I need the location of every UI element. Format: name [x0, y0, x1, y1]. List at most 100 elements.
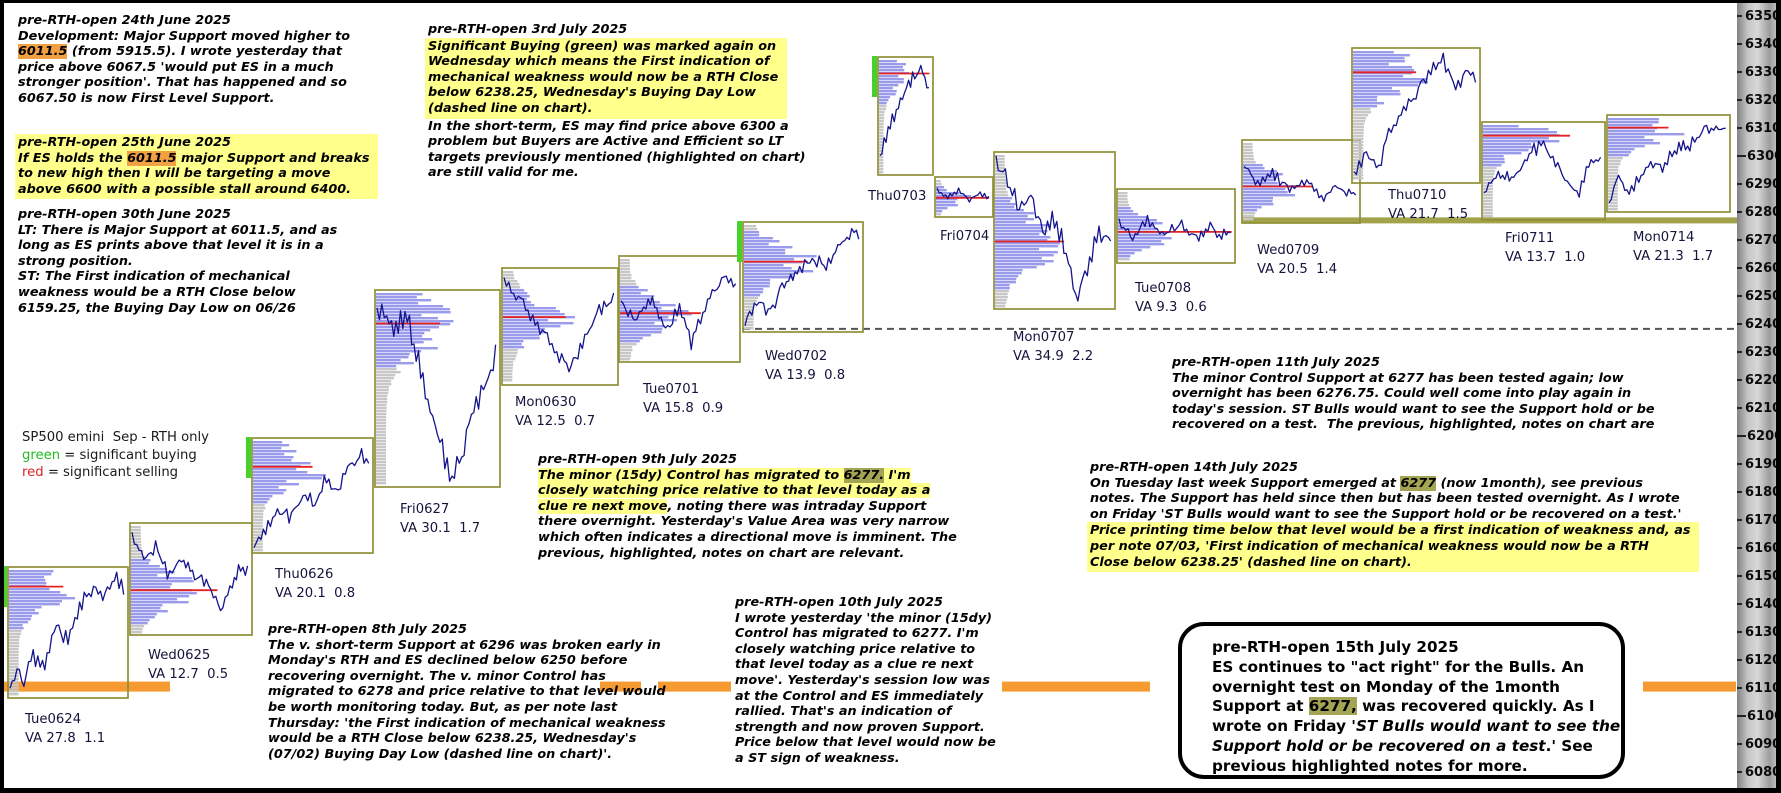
- note-line: pre-RTH-open 15th July 2025: [1212, 638, 1621, 658]
- note-line: If ES holds the 6011.5 major Support and…: [18, 150, 369, 167]
- day-label-Mon0630: Mon0630 VA 12.5 0.7: [515, 393, 595, 431]
- note-line: above 6600 with a possible stall around …: [18, 182, 369, 198]
- day-name: Mon0714: [1633, 230, 1695, 245]
- note-line: 6067.50 is now First Level Support.: [18, 91, 350, 107]
- orange-target-band: [1643, 681, 1736, 692]
- day-name: Thu0703: [868, 189, 927, 204]
- day-box-outline: [374, 289, 501, 488]
- axis-tick-6280: 6280: [1737, 203, 1781, 221]
- note-text: The v. short-term Support at 6296 was br…: [268, 637, 661, 653]
- significant-buying-marker: [737, 221, 742, 262]
- day-profile-Fri0627: [374, 289, 501, 488]
- note-text: strong position.: [18, 253, 133, 269]
- tick-label: 6190: [1745, 456, 1781, 472]
- tick-mark: [1737, 519, 1742, 521]
- day-box-outline: [1481, 121, 1606, 221]
- note-line: Close below 6238.25' (dashed line on cha…: [1090, 555, 1690, 571]
- axis-tick-6170: 6170: [1737, 511, 1781, 529]
- note-text: ST Bulls would want to see the: [1355, 717, 1621, 736]
- tick-label: 6100: [1747, 708, 1781, 724]
- note-line: Price below that level would now be: [735, 735, 996, 751]
- note-line: I wrote yesterday 'the minor (15dy): [735, 611, 996, 627]
- day-label-Mon0714: Mon0714 VA 21.3 1.7: [1633, 228, 1713, 266]
- tick-label: 6220: [1745, 372, 1781, 388]
- tick-label: 6320: [1745, 92, 1781, 108]
- note-text: pre-RTH-open 9th July 2025: [538, 452, 737, 467]
- note-line: Significant Buying (green) was marked ag…: [428, 39, 778, 55]
- note-text: On Tuesday last week Support emerged at: [1090, 475, 1401, 491]
- tick-mark: [1737, 743, 1742, 745]
- note-text: at the Control and ES immediately: [735, 688, 984, 704]
- note-text: (07/02) Buying Day Low (dashed line on c…: [268, 746, 613, 762]
- day-box-outline: [7, 566, 129, 699]
- note-line: per note 07/03, 'First indication of mec…: [1090, 539, 1690, 555]
- note-text: are still valid for me.: [428, 165, 579, 181]
- note-text: overnight has been 6276.75. Could well c…: [1172, 386, 1632, 402]
- note-11th-july: pre-RTH-open 11th July 2025 The minor Con…: [1172, 355, 1655, 433]
- note-line: stronger position'. That has happened an…: [18, 75, 350, 91]
- day-name: Mon0630: [515, 395, 577, 410]
- orange-target-band: [1002, 681, 1150, 692]
- day-profile-Thu0703: [872, 56, 934, 176]
- day-profile-Thu0626: [246, 437, 374, 554]
- tick-mark: [1737, 267, 1742, 269]
- note-line: SP500 emini Sep - RTH only: [22, 429, 209, 447]
- day-name: Mon0707: [1013, 330, 1075, 345]
- day-profile-Wed0709: [1241, 139, 1361, 224]
- note-text: , noting there was intraday Support: [667, 498, 927, 514]
- axis-tick-6200: 6200: [1737, 427, 1781, 445]
- tick-mark: [1737, 127, 1742, 129]
- note-line: red = significant selling: [22, 464, 209, 482]
- day-box-outline: [1606, 114, 1731, 213]
- note-text: previous, highlighted, notes on chart ar…: [538, 545, 905, 561]
- day-name: Wed0625: [148, 648, 211, 663]
- note-text: per note 07/03, 'First indication of mec…: [1090, 538, 1649, 554]
- note-text: migrated to 6278 and price relative to t…: [268, 684, 666, 700]
- axis-tick-6340: 6340: [1737, 35, 1781, 53]
- note-text: strength and now proven Support.: [735, 719, 985, 735]
- day-box-outline: [251, 437, 374, 554]
- note-text: pre-RTH-open 30th June 2025: [18, 207, 231, 222]
- note-text: notes. The Support has held since then b…: [1090, 491, 1680, 507]
- price-path: [1608, 124, 1726, 204]
- note-text: 6277.: [843, 467, 885, 483]
- note-line: The minor Control Support at 6277 has be…: [1172, 371, 1655, 387]
- note-text: SP500 emini Sep - RTH only: [22, 430, 209, 445]
- note-line: price above 6067.5 'would put ES in a mu…: [18, 60, 350, 76]
- day-profile-Tue0624: [2, 566, 129, 699]
- day-name: Thu0710: [1388, 188, 1447, 203]
- note-15th-july: pre-RTH-open 15th July 2025 ES continues …: [1178, 622, 1625, 779]
- tick-mark: [1737, 71, 1742, 73]
- day-profile-Fri0704: [934, 176, 994, 218]
- note-line: Wednesday which means the First indicati…: [428, 54, 778, 70]
- note-line: strength and now proven Support.: [735, 720, 996, 736]
- price-path: [1353, 52, 1477, 176]
- tick-label: 6130: [1745, 624, 1781, 640]
- price-path: [936, 187, 990, 203]
- note-line: previous highlighted notes for more.: [1212, 757, 1621, 777]
- note-line: are still valid for me.: [428, 165, 806, 181]
- note-text: red: [22, 465, 44, 480]
- note-text: was recovered quickly. As I: [1356, 697, 1595, 716]
- tick-mark: [1737, 407, 1742, 409]
- tick-mark: [1737, 435, 1746, 437]
- note-14th-july: pre-RTH-open 14th July 2025 On Tuesday la…: [1087, 460, 1700, 588]
- note-text: Thursday: 'the First indication of mecha…: [268, 715, 666, 731]
- tick-label: 6270: [1745, 232, 1781, 248]
- price-path: [131, 532, 249, 612]
- note-text: (dashed line on chart).: [428, 100, 593, 116]
- note-text: green: [22, 447, 61, 463]
- day-profile-Mon0707: [993, 151, 1116, 310]
- note-line: mechanical weakness would now be a RTH C…: [428, 70, 778, 86]
- note-text: 6011.5: [127, 150, 177, 166]
- axis-tick-6220: 6220: [1737, 371, 1781, 389]
- note-line: green = significant buying: [22, 447, 209, 465]
- note-line: today's session. ST Bulls would want to …: [1172, 402, 1655, 418]
- day-label-Mon0707: Mon0707 VA 34.9 2.2: [1013, 328, 1093, 366]
- significant-buying-marker: [246, 437, 251, 478]
- axis-tick-6230: 6230: [1737, 343, 1781, 361]
- axis-tick-6080: 6080: [1737, 763, 1781, 781]
- note-line: Development: Major Support moved higher …: [18, 29, 350, 45]
- note-8th-july: pre-RTH-open 8th July 2025 The v. short-t…: [268, 622, 666, 762]
